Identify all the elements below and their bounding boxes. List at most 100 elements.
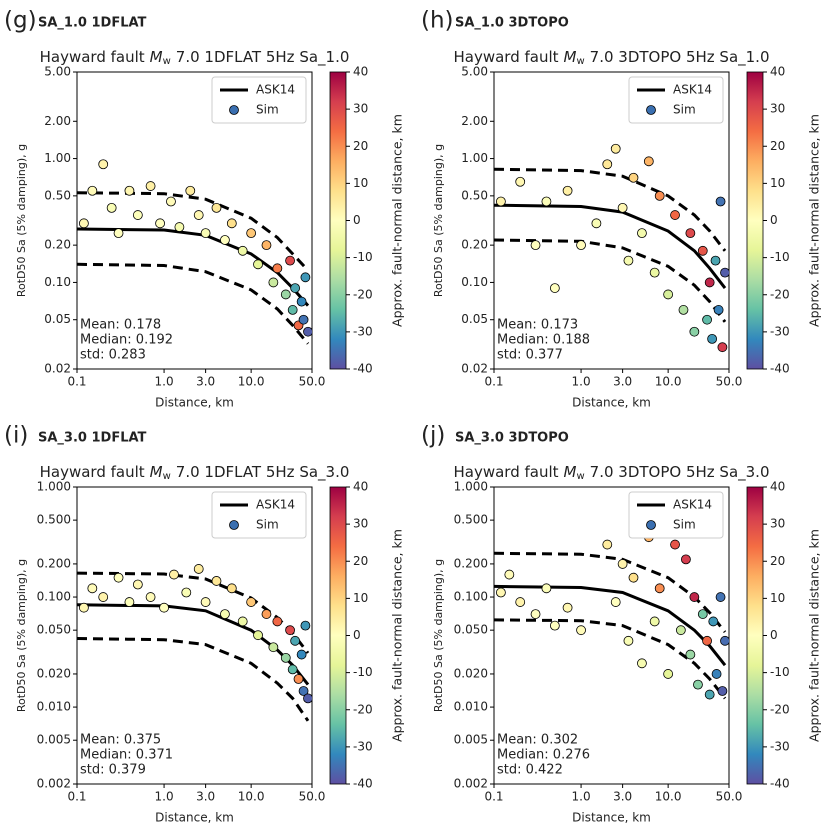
sim-point [293, 674, 304, 684]
colorbar-tick-label: 40 [770, 65, 785, 79]
sim-point [717, 686, 728, 696]
colorbar-tick-label: 10 [770, 176, 785, 190]
colorbar-tick-label: -10 [770, 665, 790, 679]
colorbar-tick-label: 30 [770, 102, 785, 116]
y-axis-label: RotD50 Sa (5% damping), g [432, 144, 445, 297]
sim-point [681, 554, 691, 565]
colorbar-tick-label: 40 [353, 480, 368, 494]
legend-label: ASK14 [673, 83, 712, 97]
legend-label: ASK14 [673, 498, 712, 512]
colorbar-label: Approx. fault-normal distance, km [807, 114, 822, 327]
sim-point [155, 218, 165, 229]
std-curve [494, 551, 727, 634]
y-axis-label: RotD50 Sa (5% damping), g [15, 144, 28, 297]
x-tick-label: 50.0 [716, 790, 743, 804]
sim-point [707, 333, 718, 344]
sim-point [78, 218, 89, 229]
y-tick-label: 0.05 [44, 312, 71, 326]
panel: (h) SA_1.0 3DTOPO Hayward fault Mw 7.0 3DTOP… [421, 8, 822, 410]
legend-label: Sim [256, 518, 279, 532]
y-tick-label: 0.50 [461, 188, 488, 202]
sim-point [623, 635, 634, 646]
sim-point [689, 326, 700, 337]
stat-annotation: Median: 0.192 [80, 333, 173, 348]
sim-point [637, 658, 647, 669]
colorbar-tick-label: 40 [770, 480, 785, 494]
title-symbol: M [150, 48, 163, 66]
colorbar-tick-label: 10 [770, 591, 785, 605]
colorbar [746, 71, 764, 370]
colorbar-tick-label: -30 [353, 739, 373, 753]
panel-label: (j) [421, 423, 445, 449]
stat-annotation: Mean: 0.173 [497, 318, 578, 333]
sim-point [515, 176, 526, 187]
sim-point [290, 283, 301, 293]
colorbar-tick-label: 30 [770, 517, 785, 531]
y-tick-label: 1.000 [454, 480, 488, 494]
sim-point [87, 185, 98, 196]
colorbar-tick-label: -30 [770, 739, 790, 753]
sim-point [226, 218, 237, 229]
y-tick-label: 5.00 [461, 65, 488, 79]
sim-point [628, 172, 639, 183]
x-tick-label: 1.0 [155, 375, 174, 389]
sim-point [617, 202, 628, 213]
title-prefix: Hayward fault [453, 463, 558, 481]
sim-point [193, 564, 204, 574]
x-tick-label: 1.0 [155, 790, 174, 804]
sim-point [300, 620, 311, 631]
sim-point [211, 576, 222, 586]
colorbar-tick-label: -20 [770, 287, 790, 301]
std-curve [77, 571, 310, 654]
panel: (g) SA_1.0 1DFLAT Hayward fault Mw 7.0 1DFLA… [4, 8, 405, 410]
sim-point [185, 185, 196, 196]
sim-point [515, 597, 526, 607]
legend-label: Sim [673, 103, 696, 117]
sim-point [285, 625, 295, 636]
y-tick-label: 0.100 [37, 590, 71, 604]
colorbar-tick-label: 30 [353, 517, 368, 531]
y-tick-label: 0.500 [454, 513, 488, 527]
panel-label: (g) [4, 8, 37, 34]
colorbar-tick-label: -40 [770, 362, 790, 376]
stat-annotation: Mean: 0.178 [80, 318, 161, 333]
y-tick-label: 0.002 [37, 777, 71, 791]
sim-point [530, 240, 541, 251]
sim-point [685, 649, 696, 660]
sim-point [268, 277, 279, 288]
sim-point [670, 210, 680, 220]
y-tick-label: 0.10 [461, 275, 488, 289]
colorbar-tick-label: 20 [353, 554, 368, 568]
std-curve [77, 191, 310, 272]
sim-point [685, 228, 696, 239]
sim-point [530, 609, 541, 619]
stat-annotation: Mean: 0.302 [497, 733, 578, 748]
sim-point [678, 305, 689, 315]
median-curve [494, 584, 727, 667]
sim-point [98, 592, 109, 602]
legend-label: ASK14 [256, 83, 295, 97]
y-tick-label: 0.020 [37, 666, 71, 680]
sim-point [113, 572, 124, 583]
title-suffix: 7.0 1DFLAT 5Hz Sa_1.0 [176, 48, 350, 67]
title-symbol: M [564, 463, 577, 481]
x-tick-label: 50.0 [299, 375, 326, 389]
sim-point [549, 620, 560, 631]
x-axis-label: Distance, km [155, 811, 234, 825]
sim-point [504, 569, 515, 580]
sim-point [715, 592, 726, 602]
x-tick-label: 0.1 [484, 375, 503, 389]
sim-point [495, 196, 506, 207]
sim-point [300, 272, 311, 283]
panel: (i) SA_3.0 1DFLAT Hayward fault Mw 7.0 1DFLA… [4, 423, 405, 825]
x-tick-label: 0.1 [484, 790, 503, 804]
stat-annotation: Median: 0.371 [80, 748, 173, 763]
sim-point [717, 342, 728, 353]
sim-point [285, 255, 295, 266]
sim-point [702, 635, 712, 646]
sim-point [296, 649, 307, 660]
y-tick-label: 0.050 [454, 623, 488, 637]
x-tick-label: 3.0 [613, 375, 632, 389]
title-suffix: 7.0 1DFLAT 5Hz Sa_3.0 [176, 463, 350, 482]
chart-title: Hayward fault Mw 7.0 1DFLAT 5Hz Sa_3.0 [40, 463, 350, 483]
